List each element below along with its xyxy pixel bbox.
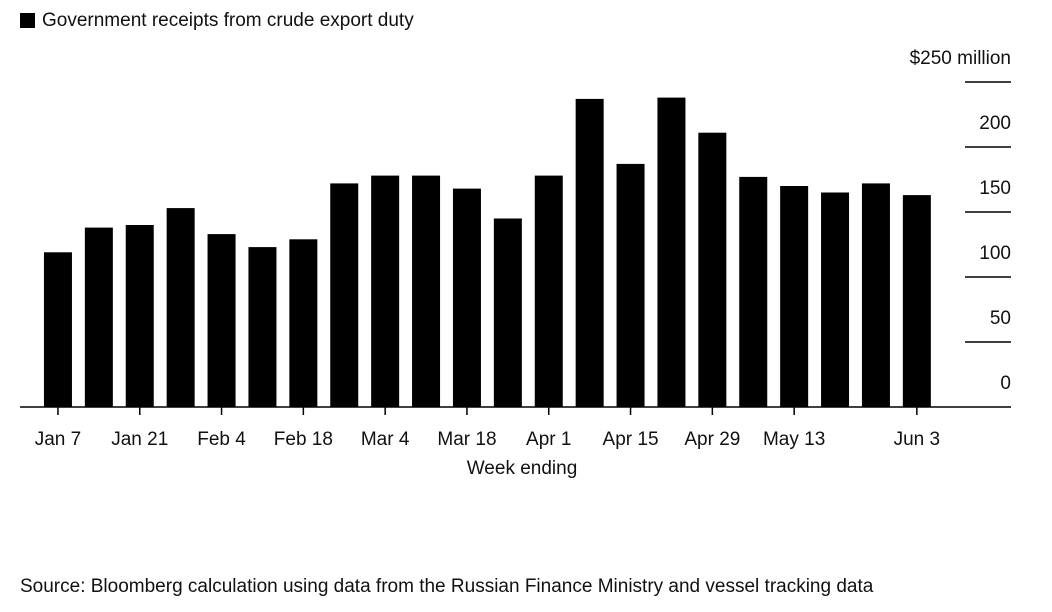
bar — [371, 175, 400, 407]
bar — [207, 234, 236, 407]
x-tick-label: Mar 4 — [361, 429, 410, 450]
bar — [534, 175, 563, 407]
x-tick-label: Apr 15 — [603, 429, 659, 450]
x-tick-label: Apr 29 — [684, 429, 740, 450]
source: Source: Bloomberg calculation using data… — [20, 576, 874, 597]
x-tick-label: Jan 7 — [35, 429, 81, 450]
bar — [43, 252, 72, 407]
bar — [616, 163, 645, 407]
x-tick-label: Feb 18 — [274, 429, 333, 450]
bar — [289, 239, 318, 407]
legend-label: Government receipts from crude export du… — [42, 10, 414, 31]
bar — [861, 183, 890, 407]
bar — [902, 195, 931, 407]
y-tick-label: 100 — [979, 243, 1011, 264]
x-tick-label: Apr 1 — [526, 429, 571, 450]
bar — [84, 227, 113, 407]
bar — [575, 98, 604, 408]
bar — [125, 225, 154, 407]
bar — [698, 132, 727, 407]
bar — [166, 208, 195, 407]
x-axis-title: Week ending — [467, 458, 578, 479]
legend-swatch — [20, 13, 35, 28]
y-tick-label: 50 — [990, 308, 1011, 329]
x-tick-label: Jan 21 — [111, 429, 168, 450]
x-tick-label: Feb 4 — [197, 429, 246, 450]
bar — [412, 175, 441, 407]
y-tick-label: 150 — [979, 178, 1011, 199]
bar — [493, 218, 522, 407]
bar — [657, 97, 686, 407]
y-tick-label: 0 — [1000, 373, 1011, 394]
bar — [452, 188, 481, 407]
x-tick-label: May 13 — [763, 429, 825, 450]
x-tick-label: Mar 18 — [437, 429, 496, 450]
bar — [739, 176, 768, 407]
bar — [330, 183, 359, 407]
x-tick-label: Jun 3 — [894, 429, 940, 450]
y-tick-label: 200 — [979, 113, 1011, 134]
bar — [821, 192, 850, 407]
y-tick-label: $250 million — [910, 48, 1011, 69]
bar — [780, 186, 809, 407]
bar — [248, 247, 277, 407]
